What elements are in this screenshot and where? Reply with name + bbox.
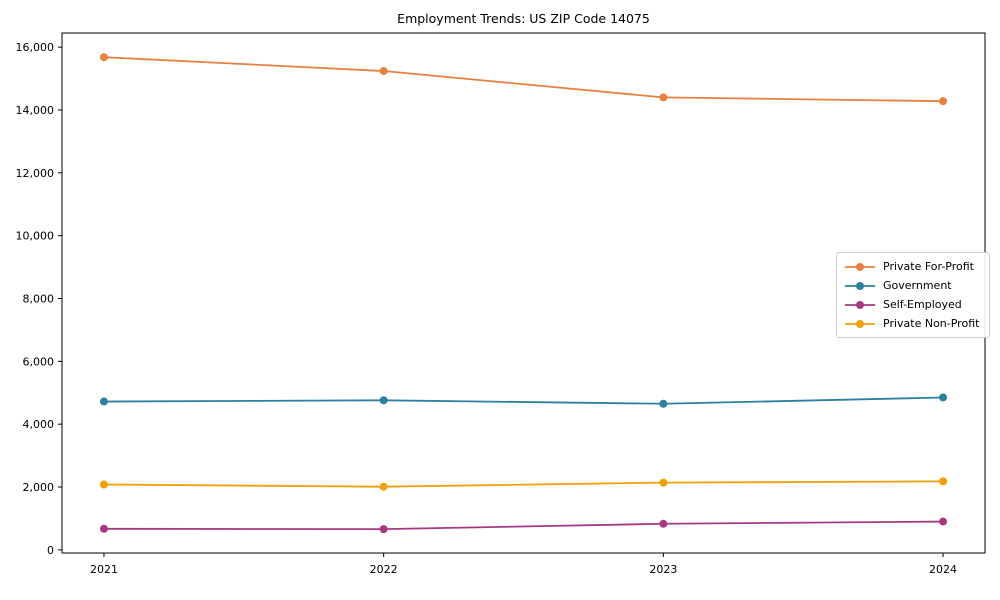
y-tick-label: 10,000 [16, 230, 55, 243]
y-tick-label: 4,000 [23, 418, 55, 431]
series-line-self-employed [103, 520, 944, 531]
y-tick-label: 14,000 [16, 104, 55, 117]
legend-item-government: Government [845, 279, 979, 292]
legend-item-private-non-profit: Private Non-Profit [845, 317, 979, 330]
legend: Private For-Profit Government Self-Employe… [836, 252, 991, 338]
series-point-government [99, 397, 108, 406]
series-point-private-non-profit [939, 477, 948, 486]
series-point-government [379, 396, 388, 405]
series-point-private-non-profit [379, 482, 388, 491]
y-tick-label: 12,000 [16, 167, 55, 180]
series-point-government [939, 393, 948, 402]
x-tick-label: 2022 [370, 563, 398, 576]
legend-item-private-for-profit: Private For-Profit [845, 260, 979, 273]
series-point-private-non-profit [659, 478, 668, 487]
legend-label-self-employed: Self-Employed [883, 298, 962, 311]
x-tick-label: 2023 [649, 563, 677, 576]
series-point-self-employed [659, 519, 668, 528]
y-tick-label: 0 [47, 544, 54, 557]
series-line-private-for-profit [103, 56, 944, 103]
x-tick-label: 2024 [929, 563, 957, 576]
series-point-self-employed [939, 517, 948, 526]
y-tick-label: 16,000 [16, 41, 55, 54]
legend-marker-government [845, 281, 875, 290]
y-tick-label: 8,000 [23, 292, 55, 305]
series-point-private-for-profit [659, 93, 668, 102]
legend-label-government: Government [883, 279, 952, 292]
legend-marker-self-employed [845, 300, 875, 309]
series-point-private-for-profit [379, 67, 388, 76]
series-point-self-employed [379, 525, 388, 534]
chart-title: Employment Trends: US ZIP Code 14075 [397, 11, 650, 26]
legend-item-self-employed: Self-Employed [845, 298, 979, 311]
series-point-private-non-profit [99, 480, 108, 489]
legend-marker-private-for-profit [845, 262, 875, 271]
y-tick-label: 6,000 [23, 355, 55, 368]
y-tick-label: 2,000 [23, 481, 55, 494]
series-point-private-for-profit [99, 53, 108, 62]
series-point-self-employed [99, 524, 108, 533]
series-line-private-non-profit [103, 480, 944, 488]
legend-label-private-for-profit: Private For-Profit [883, 260, 974, 273]
series-line-government [103, 396, 944, 405]
legend-marker-private-non-profit [845, 319, 875, 328]
x-tick-label: 2021 [90, 563, 118, 576]
series-point-private-for-profit [939, 97, 948, 106]
series-point-government [659, 399, 668, 408]
legend-label-private-non-profit: Private Non-Profit [883, 317, 980, 330]
